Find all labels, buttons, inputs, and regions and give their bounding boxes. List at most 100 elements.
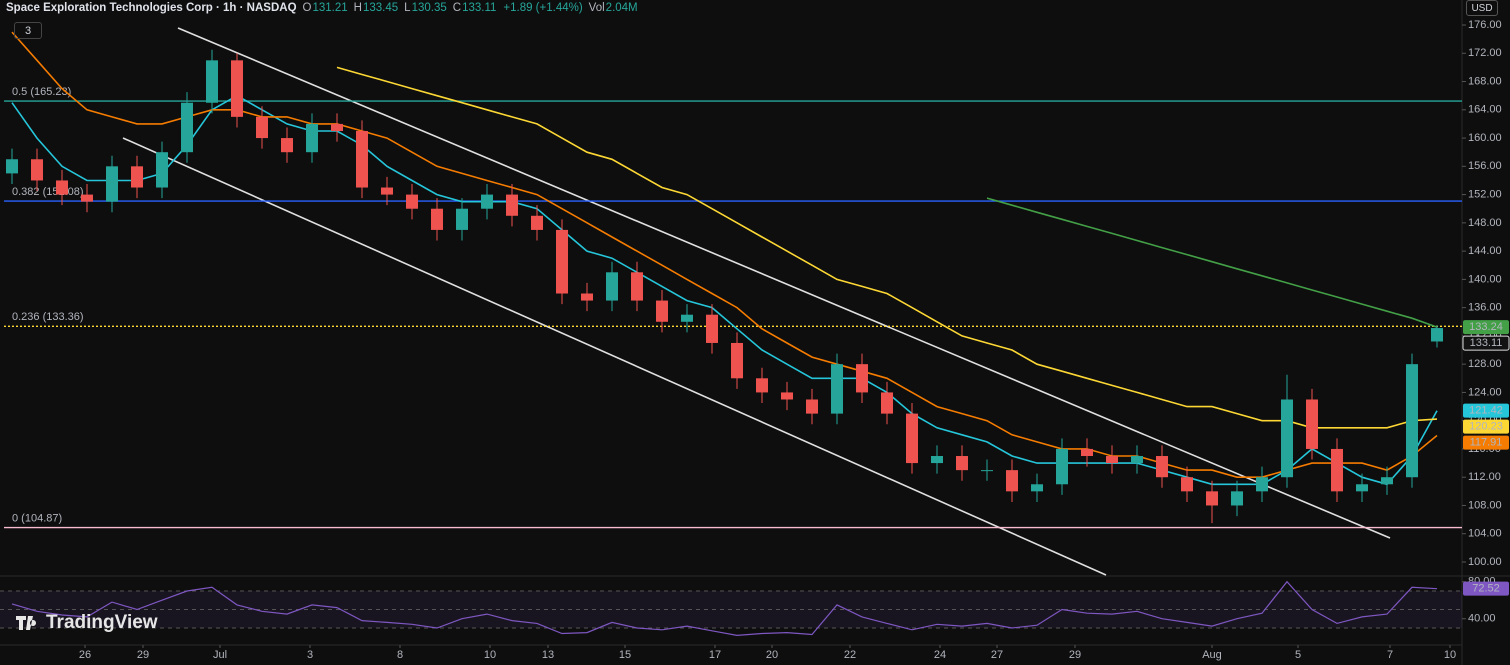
x-tick-label: 15 <box>619 649 631 661</box>
y-tick-label: 156.00 <box>1468 160 1502 172</box>
x-tick-label: 5 <box>1295 649 1301 661</box>
candle-body <box>931 456 943 464</box>
line-series <box>11 94 1438 486</box>
x-tick-label: 17 <box>709 649 721 661</box>
x-tick-label: 24 <box>934 649 946 661</box>
rsi-badge <box>1463 581 1509 596</box>
candle-body <box>6 159 18 174</box>
candle-body <box>556 229 568 294</box>
x-tick-label: 27 <box>991 649 1003 661</box>
fib-level-label: 0.5 (165.23) <box>12 86 71 98</box>
channel-line <box>122 137 1107 576</box>
price-badge <box>1463 403 1509 418</box>
candle-body <box>1106 456 1118 464</box>
x-tick-label: 29 <box>137 649 149 661</box>
line-series <box>11 31 1438 478</box>
fib-level-label: 0.236 (133.36) <box>12 311 84 323</box>
y-tick-label: 160.00 <box>1468 132 1502 144</box>
candle-body <box>181 102 193 153</box>
candle-body <box>406 194 418 209</box>
price-badge <box>1463 320 1509 335</box>
y-tick-label: 168.00 <box>1468 75 1502 87</box>
candle-body <box>1231 491 1243 506</box>
currency-button[interactable]: USD <box>1466 0 1498 16</box>
price-badge-label: 121.42 <box>1469 405 1503 417</box>
y-tick-label: 124.00 <box>1468 386 1502 398</box>
candle-body <box>731 342 743 379</box>
y-tick-label: 40.00 <box>1468 613 1496 625</box>
x-tick-label: 29 <box>1069 649 1081 661</box>
candle-body <box>1056 448 1068 485</box>
x-tick-label: 20 <box>766 649 778 661</box>
x-tick-label: 3 <box>307 649 313 661</box>
label: O <box>302 2 312 14</box>
y-tick-label: 148.00 <box>1468 217 1502 229</box>
symbol-header: Space Exploration Technologies Corp · 1h… <box>6 0 638 16</box>
candle-body <box>606 272 618 301</box>
candle-body <box>1306 399 1318 449</box>
ohlc-close: C133.11 <box>453 2 497 14</box>
logo-text: TradingView <box>46 612 158 633</box>
fib-level-label: 0.382 (151.08) <box>12 186 84 198</box>
value: 131.21 <box>312 2 348 14</box>
price-badge-label: 120.23 <box>1469 421 1503 433</box>
candle-body <box>231 60 243 117</box>
logo-icon <box>16 616 37 630</box>
candle-body <box>881 392 893 414</box>
candle-body <box>381 187 393 195</box>
x-tick-label: 22 <box>844 649 856 661</box>
candle-body <box>806 399 818 414</box>
label: L <box>404 2 411 14</box>
x-tick-label: 7 <box>1387 649 1393 661</box>
y-tick-label: 164.00 <box>1468 104 1502 116</box>
y-tick-label: 128.00 <box>1468 358 1502 370</box>
line-series <box>986 197 1438 328</box>
x-tick-label: Jul <box>213 649 227 661</box>
candle-body <box>1381 477 1393 485</box>
y-tick-label: 172.00 <box>1468 47 1502 59</box>
x-tick-label: 10 <box>484 649 496 661</box>
candle-body <box>206 60 218 103</box>
candle-body <box>1006 470 1018 492</box>
candle-body <box>356 130 368 188</box>
y-tick-label: 112.00 <box>1468 471 1501 483</box>
candle-body <box>481 194 493 209</box>
value: 2.04M <box>605 2 638 14</box>
candle-body <box>156 152 168 188</box>
candle-body <box>831 364 843 414</box>
y-tick-label: 108.00 <box>1468 499 1502 511</box>
label: Vol <box>588 2 605 14</box>
symbol-title: Space Exploration Technologies Corp · 1h… <box>6 2 297 14</box>
indicator-toggle[interactable]: 3 <box>14 22 42 39</box>
candle-body <box>456 208 468 230</box>
candle-body <box>631 272 643 301</box>
fib-level-label: 0 (104.87) <box>12 512 62 524</box>
candle-body <box>331 123 343 131</box>
line-series <box>336 66 1438 429</box>
candle-body <box>706 314 718 343</box>
candle-body <box>906 413 918 464</box>
logo[interactable]: TradingView <box>16 612 158 634</box>
ohlc-open: O131.21 <box>303 2 348 14</box>
x-tick-label: 26 <box>79 649 91 661</box>
candle-body <box>856 364 868 393</box>
y-tick-label: 176.00 <box>1468 19 1502 31</box>
y-tick-label: 144.00 <box>1468 245 1502 257</box>
candle-body <box>106 166 118 202</box>
price-badge <box>1463 419 1509 434</box>
price-badge <box>1463 435 1509 450</box>
x-tick-label: 8 <box>397 649 403 661</box>
candle-body <box>256 116 268 139</box>
candle-body <box>1156 456 1168 478</box>
price-badge-label: 133.11 <box>1470 337 1503 349</box>
y-tick-label: 100.00 <box>1468 556 1502 568</box>
ohlc-high: H133.45 <box>354 2 399 14</box>
candle-body <box>56 180 68 195</box>
candle-body <box>1031 484 1043 492</box>
volume: Vol2.04M <box>589 2 638 14</box>
price-badge-label: 133.24 <box>1469 321 1503 333</box>
y-tick-label: 136.00 <box>1468 302 1502 314</box>
candle-body <box>306 123 318 153</box>
x-tick-label: Aug <box>1202 649 1222 661</box>
